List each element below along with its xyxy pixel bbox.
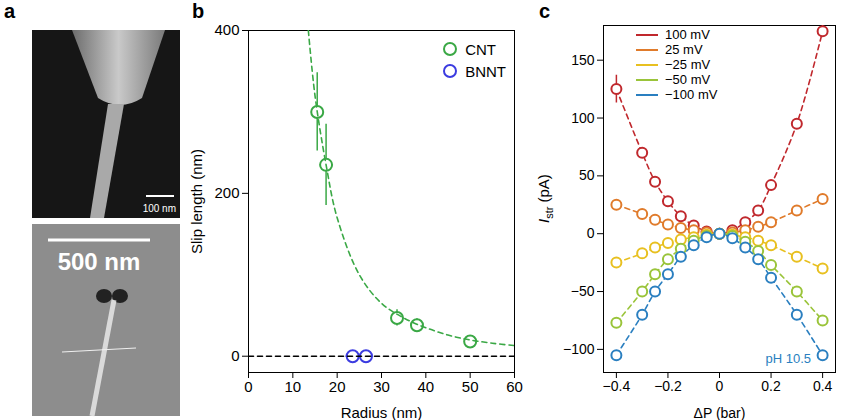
svg-text:20: 20	[329, 378, 346, 395]
svg-text:0.2: 0.2	[761, 378, 781, 394]
svg-text:500 nm: 500 nm	[58, 248, 141, 275]
svg-text:ΔP (bar): ΔP (bar)	[694, 405, 746, 420]
svg-text:100 nm: 100 nm	[143, 203, 176, 214]
svg-text:40: 40	[417, 378, 434, 395]
svg-text:Slip length (nm): Slip length (nm)	[188, 149, 205, 254]
html-text:CNT: CNT	[465, 40, 496, 58]
html-text:b: b	[192, 0, 205, 22]
html-text:BNNT: BNNT	[465, 62, 506, 80]
svg-text:0: 0	[231, 347, 239, 364]
html-text:25 mV: 25 mV	[665, 42, 703, 57]
svg-text:−100: −100	[563, 341, 595, 357]
svg-text:100: 100	[571, 110, 595, 126]
svg-text:200: 200	[214, 184, 239, 201]
html-text:a: a	[4, 0, 16, 22]
svg-text:50: 50	[462, 378, 479, 395]
svg-text:−0.2: −0.2	[654, 378, 682, 394]
svg-text:30: 30	[373, 378, 390, 395]
svg-text:−50: −50	[571, 283, 595, 299]
svg-text:150: 150	[571, 52, 595, 68]
svg-text:Istr(pA): Istr(pA)	[535, 174, 555, 223]
svg-text:0: 0	[587, 225, 595, 241]
svg-text:−0.4: −0.4	[603, 378, 631, 394]
svg-text:Radius (nm): Radius (nm)	[341, 404, 423, 420]
svg-text:0.4: 0.4	[813, 378, 833, 394]
svg-text:pH 10.5: pH 10.5	[765, 351, 811, 366]
html-text:−100 mV: −100 mV	[665, 87, 718, 102]
svg-text:0: 0	[716, 378, 724, 394]
svg-text:60: 60	[506, 378, 523, 395]
html-text:−25 mV: −25 mV	[665, 57, 711, 72]
svg-text:10: 10	[284, 378, 301, 395]
svg-text:400: 400	[214, 21, 239, 38]
html-text:c: c	[539, 0, 551, 22]
svg-text:50: 50	[579, 167, 595, 183]
svg-text:0: 0	[244, 378, 252, 395]
html-text:100 mV: 100 mV	[665, 27, 710, 42]
html-text:−50 mV: −50 mV	[665, 72, 711, 87]
